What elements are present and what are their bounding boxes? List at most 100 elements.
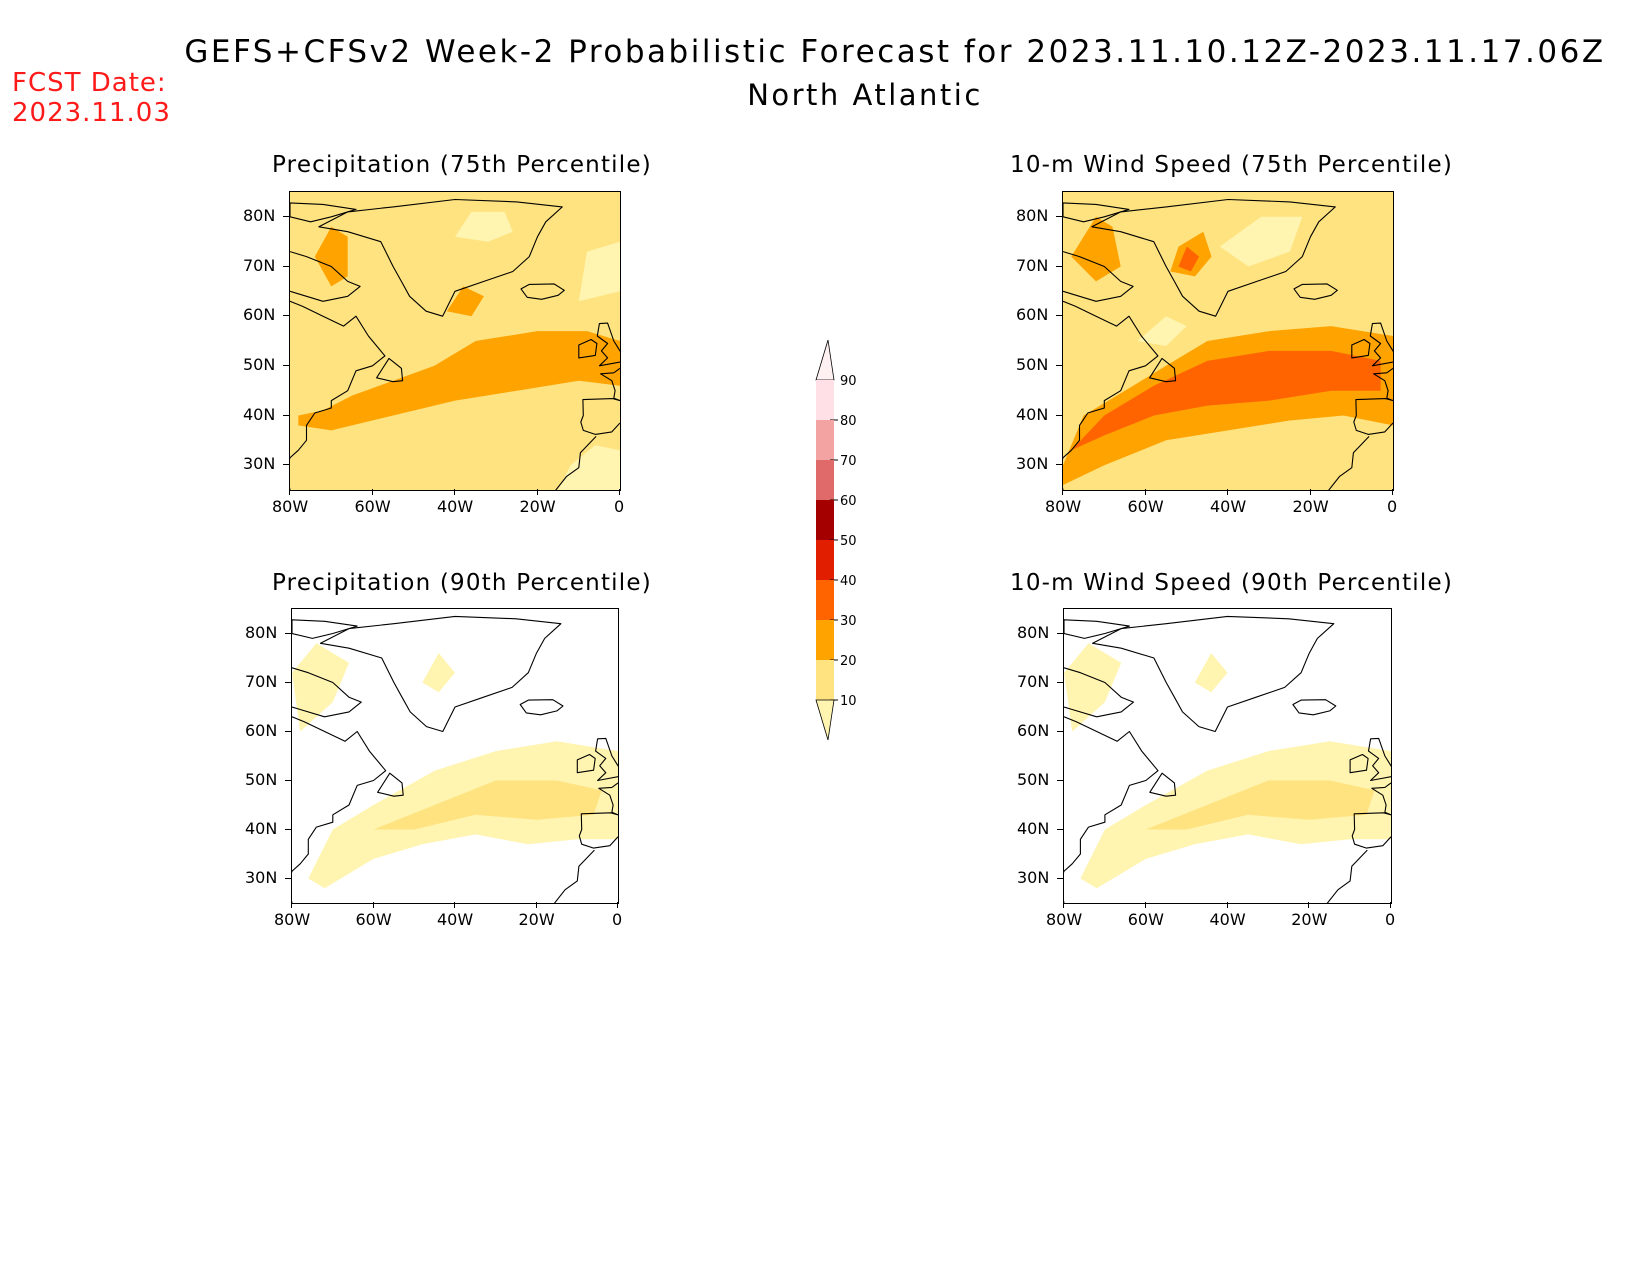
longitude-tick-label: 60W — [1127, 910, 1164, 929]
colorbar-swatch — [816, 500, 834, 540]
latitude-tick-label: 60N — [243, 305, 276, 325]
colorbar-label: 30 — [840, 614, 857, 629]
longitude-tick-label: 40W — [1209, 910, 1246, 929]
coastline — [292, 667, 362, 718]
colorbar-swatch — [816, 380, 834, 420]
colorbar-swatch — [816, 660, 834, 700]
coastline — [1367, 737, 1391, 782]
latitude-tick-label: 50N — [1016, 354, 1049, 374]
probability-contour — [292, 643, 349, 732]
colorbar-label: 20 — [840, 654, 857, 669]
coastline — [1092, 615, 1335, 733]
probability-contour — [1219, 216, 1303, 267]
colorbar-swatches — [815, 339, 838, 741]
colorbar-swatch — [816, 580, 834, 620]
coastline — [1063, 202, 1130, 223]
probability-contour — [1178, 246, 1200, 272]
latitude-tick-label: 60N — [245, 720, 278, 740]
probability-contour — [558, 445, 620, 490]
latitude-tick-label: 30N — [1017, 867, 1050, 887]
colorbar-label: 10 — [840, 694, 857, 709]
colorbar-swatch — [816, 620, 834, 660]
colorbar-label: 50 — [840, 534, 857, 549]
coastline — [555, 436, 597, 490]
longitude-tick-label: 0 — [1385, 910, 1396, 929]
latitude-tick-label: 40N — [1017, 818, 1050, 838]
probability-contour — [578, 241, 620, 302]
coastline — [376, 357, 404, 383]
coastline — [553, 849, 595, 903]
latitude-tick-label: 30N — [1016, 454, 1049, 474]
probability-contour — [373, 780, 602, 830]
panel-title-wind75: 10-m Wind Speed (75th Percentile) — [1010, 152, 1453, 178]
longitude-tick-label: 40W — [437, 497, 474, 516]
longitude-tick-label: 20W — [1291, 910, 1328, 929]
panel-title-precip75: Precipitation (75th Percentile) — [272, 152, 652, 178]
probability-contour — [1096, 445, 1352, 490]
longitude-tick-label: 20W — [519, 497, 556, 516]
colorbar-label: 70 — [840, 454, 857, 469]
map-precip-75th — [289, 191, 621, 491]
latitude-tick-label: 80N — [243, 205, 276, 225]
page-title: GEFS+CFSv2 Week-2 Probabilistic Forecast… — [184, 34, 1606, 70]
coastline — [520, 283, 565, 300]
coastline — [1064, 619, 1130, 639]
colorbar-top-extension — [815, 339, 835, 381]
coastline — [1349, 753, 1369, 774]
latitude-tick-label: 60N — [1017, 720, 1050, 740]
coastline — [600, 367, 620, 402]
map-canvas — [290, 192, 620, 490]
coastline — [1353, 398, 1393, 435]
longitude-tick-label: 20W — [1292, 497, 1329, 516]
coastline — [595, 737, 618, 782]
coastline — [580, 398, 620, 435]
latitude-tick-label: 80N — [245, 622, 278, 642]
longitude-tick-label: 40W — [437, 910, 474, 929]
map-wind-75th — [1062, 191, 1394, 491]
longitude-tick-label: 60W — [355, 910, 392, 929]
coastline — [1373, 367, 1393, 402]
coastline — [377, 772, 404, 797]
coastline — [290, 202, 357, 223]
coastline — [1371, 782, 1391, 816]
coastline — [292, 619, 358, 639]
coastline — [578, 812, 618, 849]
longitude-tick-label: 80W — [274, 910, 311, 929]
probability-contour — [1137, 316, 1187, 346]
longitude-tick-label: 0 — [612, 910, 623, 929]
panel-title-wind90: 10-m Wind Speed (90th Percentile) — [1010, 570, 1453, 596]
coastline — [1149, 357, 1177, 383]
coastline — [1369, 322, 1393, 367]
latitude-tick-label: 50N — [1017, 769, 1050, 789]
latitude-tick-label: 70N — [1016, 255, 1049, 275]
longitude-tick-label: 0 — [614, 497, 625, 516]
map-canvas — [1063, 192, 1393, 490]
longitude-tick-label: 80W — [1046, 910, 1083, 929]
longitude-tick-label: 20W — [518, 910, 555, 929]
coastline — [598, 782, 618, 816]
map-wind-90th — [1063, 608, 1392, 904]
coastline — [290, 251, 361, 302]
longitude-tick-label: 40W — [1210, 497, 1247, 516]
colorbar-label: 80 — [840, 414, 857, 429]
coastline — [292, 716, 387, 903]
probability-contour — [1071, 350, 1381, 451]
colorbar-swatch — [816, 420, 834, 460]
latitude-tick-label: 40N — [243, 404, 276, 424]
latitude-tick-label: 50N — [245, 769, 278, 789]
longitude-tick-label: 60W — [1127, 497, 1164, 516]
coastline — [1292, 699, 1337, 716]
probability-contour — [446, 286, 484, 317]
latitude-tick-label: 40N — [245, 818, 278, 838]
probability-contour — [455, 211, 513, 242]
probability-contour — [1071, 216, 1121, 282]
latitude-tick-label: 80N — [1017, 622, 1050, 642]
colorbar-label: 60 — [840, 494, 857, 509]
coastline — [519, 699, 564, 716]
panel-title-precip90: Precipitation (90th Percentile) — [272, 570, 652, 596]
longitude-tick-label: 80W — [272, 497, 309, 516]
coastline — [1064, 667, 1135, 718]
coastline — [1293, 283, 1338, 300]
colorbar-label: 90 — [840, 374, 857, 389]
probability-contour — [1194, 653, 1228, 693]
